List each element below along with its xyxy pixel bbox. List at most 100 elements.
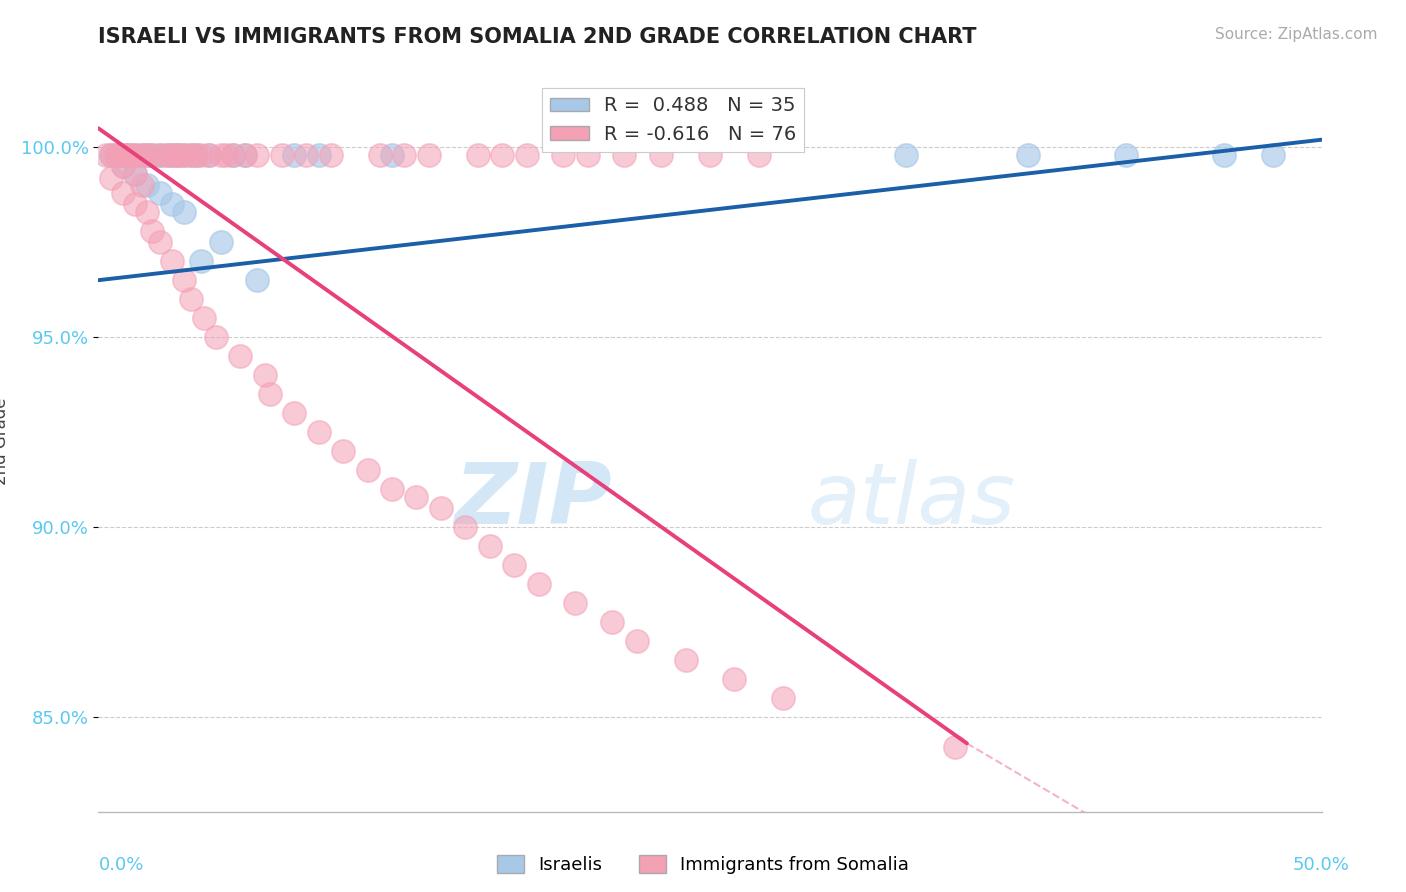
Point [209,235,232,250]
Text: atlas: atlas [808,459,1017,542]
Point [173,148,195,162]
Point [149,148,172,162]
Text: 50.0%: 50.0% [1294,856,1350,874]
Point [136,148,159,162]
Point [117,148,139,162]
Point [141,224,163,238]
Point [515,148,537,162]
Point [186,148,208,162]
Point [1261,148,1284,162]
Point [503,558,526,572]
Point [124,148,146,162]
Point [120,148,142,162]
Point [111,148,134,162]
Point [214,148,236,162]
Point [149,186,172,200]
Point [173,273,195,287]
Point [270,148,294,162]
Point [283,406,305,420]
Point [104,148,127,162]
Text: Source: ZipAtlas.com: Source: ZipAtlas.com [1215,27,1378,42]
Point [894,148,917,162]
Point [107,148,129,162]
Point [564,596,586,610]
Point [124,197,146,211]
Point [100,170,122,185]
Point [295,148,318,162]
Point [111,186,134,200]
Point [173,204,195,219]
Point [136,204,159,219]
Point [111,159,134,173]
Point [576,148,599,162]
Point [748,148,770,162]
Point [160,148,183,162]
Point [233,148,256,162]
Point [392,148,416,162]
Point [675,653,697,667]
Point [100,148,122,162]
Legend: Israelis, Immigrants from Somalia: Israelis, Immigrants from Somalia [488,846,918,883]
Point [111,148,134,162]
Point [131,148,153,162]
Point [193,311,215,326]
Point [131,178,153,193]
Point [131,148,153,162]
Point [233,148,256,162]
Point [190,254,212,268]
Text: ZIP: ZIP [454,459,612,542]
Point [149,148,172,162]
Point [613,148,636,162]
Text: ISRAELI VS IMMIGRANTS FROM SOMALIA 2ND GRADE CORRELATION CHART: ISRAELI VS IMMIGRANTS FROM SOMALIA 2ND G… [98,27,977,46]
Point [430,500,453,515]
Point [467,148,489,162]
Point [319,148,342,162]
Point [160,148,183,162]
Point [723,672,745,686]
Point [356,463,378,477]
Point [117,148,139,162]
Point [222,148,245,162]
Point [156,148,179,162]
Point [478,539,501,553]
Point [160,254,183,268]
Point [141,148,163,162]
Point [405,490,427,504]
Point [246,273,269,287]
Point [381,148,404,162]
Point [141,148,163,162]
Y-axis label: 2nd Grade: 2nd Grade [0,398,10,485]
Point [190,148,212,162]
Point [1212,148,1234,162]
Point [167,148,190,162]
Point [253,368,276,383]
Point [180,148,202,162]
Point [418,148,440,162]
Point [124,167,146,181]
Point [180,292,202,306]
Point [553,148,575,162]
Point [650,148,672,162]
Point [186,148,208,162]
Point [772,690,794,705]
Point [166,148,188,162]
Point [197,148,219,162]
Point [368,148,391,162]
Point [259,387,281,401]
Point [180,148,202,162]
Point [136,178,159,193]
Point [149,235,172,250]
Point [160,197,183,211]
Point [626,633,648,648]
Text: 0.0%: 0.0% [98,856,143,874]
Point [1017,148,1039,162]
Point [699,148,721,162]
Point [308,148,330,162]
Point [136,148,159,162]
Point [173,148,195,162]
Point [1115,148,1137,162]
Point [94,148,117,162]
Point [943,740,966,755]
Point [107,148,129,162]
Point [166,148,188,162]
